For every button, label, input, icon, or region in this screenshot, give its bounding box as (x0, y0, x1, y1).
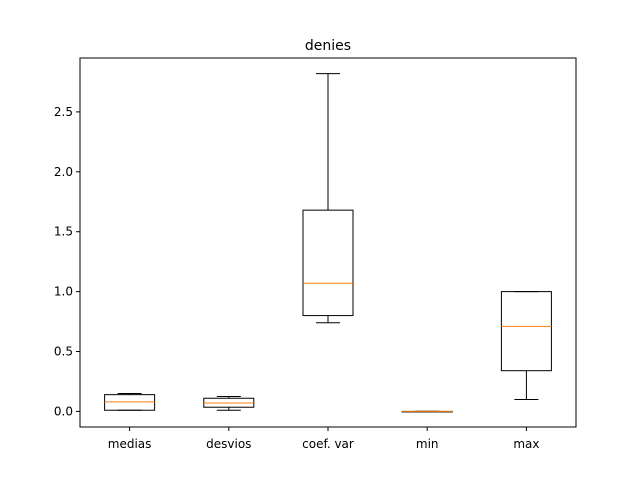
plot-area: 0.0 0.5 1.0 1.5 2.0 2.5 medias desvios coef. var… (54, 73, 552, 451)
y-tick-label: 2.0 (54, 165, 73, 179)
y-tick-label: 2.5 (54, 105, 73, 119)
x-tick-label: medias (108, 437, 152, 451)
x-tick-label: desvios (206, 437, 251, 451)
x-tick-label: max (513, 437, 539, 451)
box (500, 291, 552, 372)
y-tick-label: 1.0 (54, 285, 73, 299)
y-tick-label: 0.0 (54, 404, 73, 418)
chart-title: denies (305, 38, 351, 54)
plot-frame (79, 57, 577, 428)
y-tick-label: 0.5 (54, 345, 73, 359)
box (104, 394, 156, 411)
x-tick-label: coef. var (302, 437, 354, 451)
box (302, 209, 354, 317)
y-tick-label: 1.5 (54, 225, 73, 239)
x-tick-label: min (416, 437, 439, 451)
